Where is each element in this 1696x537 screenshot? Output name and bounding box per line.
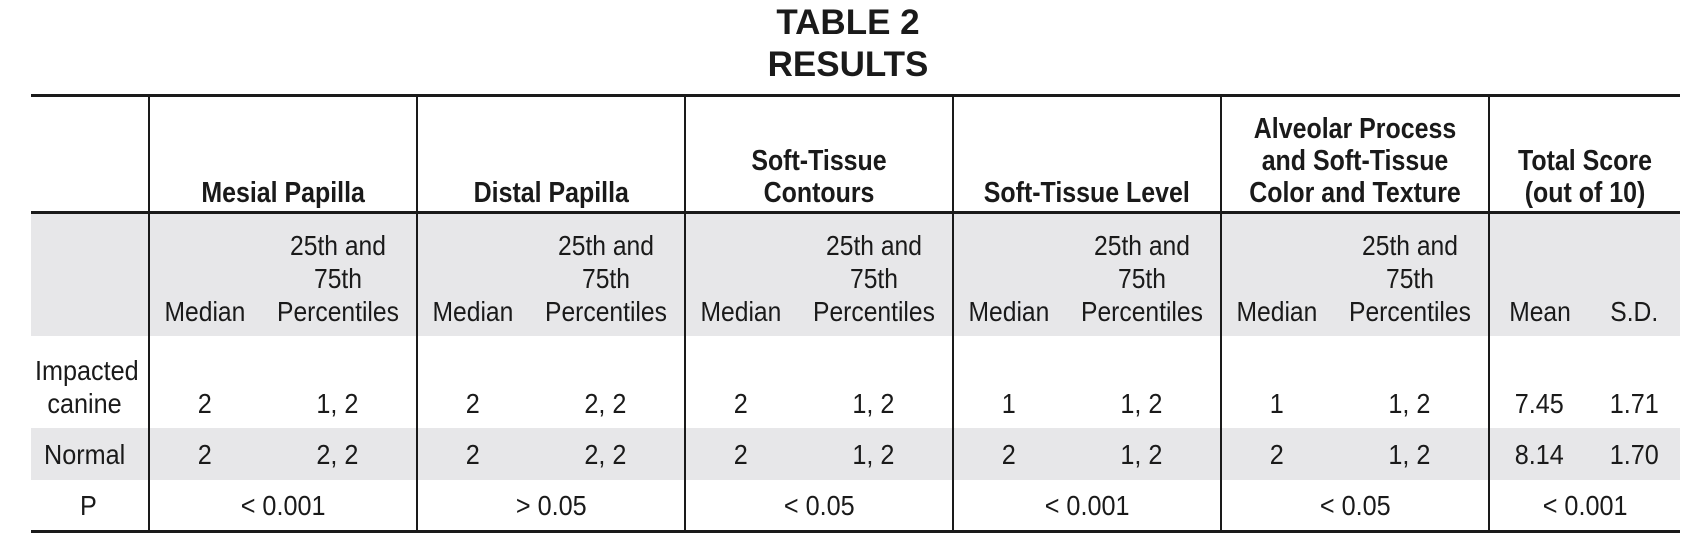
table-cell: 2 bbox=[416, 336, 528, 428]
table-cell: 2, 2 bbox=[527, 428, 686, 480]
table-cell: 1, 2 bbox=[852, 388, 895, 419]
table-cell: 1, 2 bbox=[795, 428, 954, 480]
group-header-soft-tissue-level: Soft-Tissue Level bbox=[952, 95, 1222, 214]
group-header-soft-tissue-contours: Soft-Tissue Contours bbox=[684, 95, 954, 214]
table-cell: 2, 2 bbox=[259, 428, 418, 480]
table-cell: 2 bbox=[416, 428, 528, 480]
table-cell: 1, 2 bbox=[1120, 388, 1163, 419]
table-row-p-value: P < 0.001 > 0.05 < 0.05 < 0.001 < 0.05 <… bbox=[31, 480, 1681, 532]
corner-cell bbox=[31, 95, 149, 214]
table-cell: 1.71 bbox=[1610, 388, 1660, 419]
p-value-cell: < 0.001 bbox=[147, 480, 418, 532]
table-cell: 1, 2 bbox=[316, 388, 359, 419]
table-cell: 7.45 bbox=[1488, 336, 1590, 428]
table-number: TABLE 2 bbox=[776, 3, 920, 42]
subheader-mean: Mean bbox=[1488, 212, 1590, 336]
table-row-impacted-canine: Impacted canine 2 1, 2 2 2, 2 2 1, 2 1 1… bbox=[31, 336, 1680, 428]
table-title: RESULTS bbox=[767, 45, 929, 84]
table-cell: 2 bbox=[684, 336, 796, 428]
table-cell: 2 bbox=[1220, 428, 1332, 480]
table-cell: 1 bbox=[1220, 336, 1332, 428]
p-value-cell: < 0.05 bbox=[684, 480, 954, 532]
group-header-row: Mesial Papilla Distal Papilla Soft-Tissu… bbox=[31, 95, 1681, 214]
subheader-median: Median bbox=[952, 212, 1064, 336]
table-row-normal: Normal 2 2, 2 2 2, 2 2 1, 2 2 1, 2 2 1, … bbox=[31, 428, 1681, 480]
table-cell: 2 bbox=[684, 428, 796, 480]
row-label: Normal bbox=[31, 428, 149, 480]
table-cell: 2 bbox=[952, 428, 1064, 480]
table-cell: 1, 2 bbox=[1063, 428, 1222, 480]
p-value-cell: < 0.001 bbox=[1488, 480, 1681, 532]
p-value-cell: < 0.05 bbox=[1220, 480, 1490, 532]
p-value-cell: > 0.05 bbox=[416, 480, 686, 532]
table-cell: 1, 2 bbox=[1388, 388, 1431, 419]
table-cell: 2, 2 bbox=[584, 388, 627, 419]
p-value-cell: < 0.001 bbox=[952, 480, 1222, 532]
subheader-percentiles: 25th and 75th Percentiles bbox=[795, 212, 954, 336]
group-header-alveolar-process: Alveolar Process and Soft-Tissue Color a… bbox=[1220, 95, 1490, 214]
results-table: Mesial Papilla Distal Papilla Soft-Tissu… bbox=[31, 94, 1681, 533]
row-label: P bbox=[80, 489, 97, 521]
subheader-median: Median bbox=[1220, 212, 1332, 336]
row-label: Impacted canine bbox=[34, 355, 139, 419]
subheader-median: Median bbox=[684, 212, 796, 336]
subheader-median: Median bbox=[416, 212, 528, 336]
subheader-corner bbox=[31, 212, 149, 336]
subheader-percentiles: 25th and 75th Percentiles bbox=[1063, 212, 1222, 336]
group-header-total-score: Total Score (out of 10) bbox=[1488, 95, 1681, 214]
table-cell: 1 bbox=[952, 336, 1064, 428]
subheader-median: Median bbox=[148, 212, 259, 336]
subheader-sd: S.D. bbox=[1589, 212, 1681, 336]
group-header-distal-papilla: Distal Papilla bbox=[416, 95, 686, 214]
subheader-percentiles: 25th and 75th Percentiles bbox=[527, 212, 686, 336]
table-cell: 8.14 bbox=[1488, 428, 1590, 480]
subheader-percentiles: 25th and 75th Percentiles bbox=[1331, 212, 1490, 336]
group-header-mesial-papilla: Mesial Papilla bbox=[147, 95, 418, 214]
subheader-row: Median 25th and 75th Percentiles Median … bbox=[31, 212, 1681, 336]
table-cell: 1, 2 bbox=[1331, 428, 1490, 480]
table-cell: 1.70 bbox=[1589, 428, 1681, 480]
subheader-percentiles: 25th and 75th Percentiles bbox=[259, 212, 418, 336]
table-cell: 2 bbox=[148, 428, 259, 480]
table-cell: 2 bbox=[148, 336, 259, 428]
